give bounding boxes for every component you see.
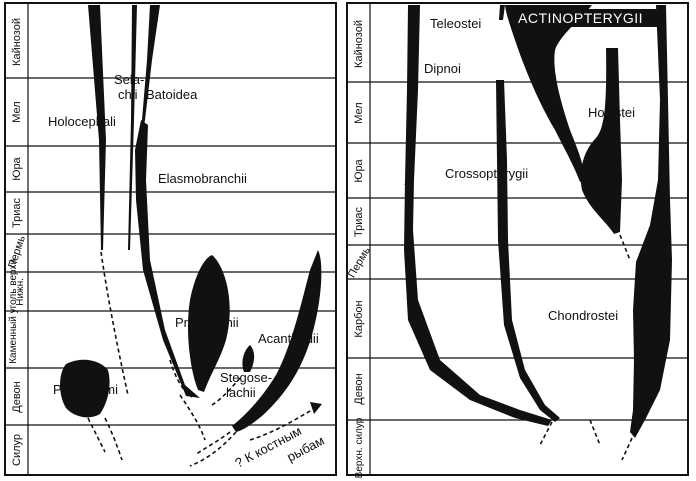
taxon-label: Holocephali <box>48 114 116 129</box>
origin-dash <box>189 431 237 467</box>
left-era-labels: Кайнозой Мел Юра Триас Пермь Нижн. Камен… <box>6 18 28 466</box>
left-panel-frame <box>4 2 337 476</box>
left-era-grid <box>5 77 336 426</box>
chondrostei-dash <box>621 437 633 461</box>
era-label: Мел <box>11 101 23 122</box>
left-lineages <box>60 5 322 467</box>
taxon-label: lachii <box>226 385 256 400</box>
right-era-labels: Кайнозой Мел Юра Триас Пермь Карбон Дево… <box>346 20 373 478</box>
actinopterygii-label-bg <box>514 9 664 27</box>
taxon-label: Crossopterygii <box>445 166 528 181</box>
era-label: Триас <box>11 198 23 228</box>
holocephali-dash <box>100 251 129 396</box>
taxon-label: chii <box>118 87 138 102</box>
era-label: Мел <box>353 102 365 123</box>
taxon-label: Placodermi <box>53 382 118 397</box>
dipnoi-dash <box>404 174 411 186</box>
taxon-label: Elasmobranchii <box>158 171 247 186</box>
left-panel: Кайнозой Мел Юра Триас Пермь Нижн. Камен… <box>4 2 337 476</box>
era-label: Нижн. <box>15 278 26 306</box>
era-label: Юра <box>353 158 365 182</box>
origin-dash <box>194 431 231 456</box>
taxon-label: Batoidea <box>146 87 198 102</box>
right-panel-frame <box>346 2 689 476</box>
stegoselachii-lineage <box>242 345 255 372</box>
origin-dash <box>179 394 206 441</box>
batoidea-lineage <box>141 5 160 140</box>
era-label: Каменный уголь верхн. <box>8 256 19 364</box>
taxon-label: Dipnoi <box>424 61 461 76</box>
taxon-label: Acanthodii <box>258 331 319 346</box>
taxon-label: Teleostei <box>430 16 481 31</box>
chondrostei-lineage <box>630 5 672 438</box>
placodermi-lineage <box>60 359 110 418</box>
selachii-lineage <box>128 5 137 250</box>
elasmobranchii-lineage <box>135 120 200 398</box>
placodermi-dash <box>104 417 123 461</box>
era-label: Юра <box>11 156 23 180</box>
holocephali-lineage <box>88 5 106 250</box>
era-label: Пермь <box>346 245 373 280</box>
era-label: Триас <box>353 207 365 237</box>
era-label: Силур <box>11 434 23 466</box>
taxon-label: Holostei <box>588 105 635 120</box>
era-label: Кайнозой <box>353 20 365 68</box>
right-lineages <box>404 5 672 461</box>
teleostei-lineage <box>499 5 505 20</box>
era-label: Верхн. силур <box>354 417 365 478</box>
holostei-lineage <box>580 48 622 234</box>
era-label: Кайнозой <box>11 18 23 66</box>
proselachii-lineage <box>187 255 230 392</box>
era-label: Карбон <box>353 300 365 337</box>
taxon-label: Stegose- <box>220 370 272 385</box>
actinopterygii-lineage <box>505 5 592 182</box>
acanthodii-lineage <box>232 250 322 432</box>
taxon-label: Sela- <box>114 72 144 87</box>
era-label: Девон <box>353 373 365 404</box>
taxon-label: ACTINOPTERYGII <box>518 10 643 26</box>
taxon-label: Proselachii <box>175 315 239 330</box>
right-taxon-labels: Teleostei ACTINOPTERYGII Dipnoi Holostei… <box>424 9 664 323</box>
era-label: Девон <box>11 381 23 412</box>
dipnoi-lineage <box>404 5 552 426</box>
placodermi-dash <box>87 417 106 453</box>
bony-fish-arrow-head <box>310 402 322 414</box>
bony-fish-arrow-line <box>249 407 316 441</box>
crossopterygii-dash <box>539 421 553 446</box>
holostei-dash <box>619 234 631 261</box>
origin-dash <box>589 419 601 446</box>
taxon-label: Chondrostei <box>548 308 618 323</box>
stegoselachii-dash <box>211 377 241 406</box>
crossopterygii-lineage <box>496 80 560 422</box>
right-panel: Кайнозой Мел Юра Триас Пермь Карбон Дево… <box>346 2 689 478</box>
